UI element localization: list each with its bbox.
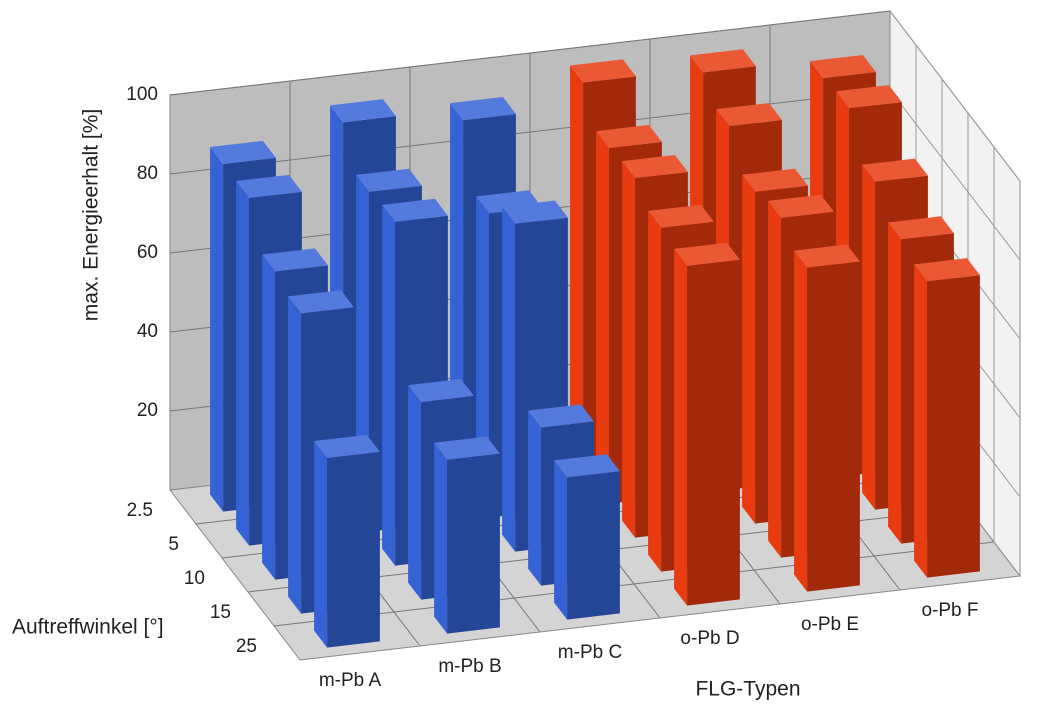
bar <box>314 434 380 648</box>
y-tick-label: 100 <box>126 84 158 105</box>
bar-top <box>356 168 422 192</box>
bar-side <box>622 161 636 538</box>
bar-top <box>716 103 782 127</box>
bar-side <box>674 248 688 606</box>
bar-top <box>862 158 928 182</box>
bar-side <box>888 222 902 544</box>
bar-top <box>768 194 834 218</box>
bar-side <box>648 210 662 572</box>
bar-top <box>262 248 328 272</box>
bar-top <box>408 378 474 403</box>
bar-top <box>330 99 396 123</box>
bar-side <box>554 460 568 620</box>
bar-side <box>794 250 808 592</box>
bar-top <box>888 216 954 240</box>
x-axis-title: FLG-Typen <box>695 678 800 701</box>
bar-front <box>447 453 500 634</box>
depth-tick-label: 2.5 <box>127 500 153 521</box>
x-tick-label: m-Pb C <box>558 642 622 663</box>
bar-top <box>288 290 354 314</box>
bar <box>554 454 620 620</box>
grid-line <box>169 10 891 96</box>
bar-side <box>502 206 516 552</box>
y-tick-label: 80 <box>137 163 158 184</box>
y-tick-label: 60 <box>137 242 158 263</box>
y-tick-label: 20 <box>137 400 158 421</box>
bar-top <box>648 204 714 228</box>
bar-top <box>622 154 688 179</box>
x-tick-label: o-Pb E <box>801 614 859 635</box>
bar <box>674 242 740 606</box>
x-tick-label: o-Pb F <box>921 600 978 621</box>
bar-top <box>690 49 756 73</box>
depth-axis-title: Auftreffwinkel [°] <box>12 616 164 639</box>
y-tick-label: 40 <box>137 321 158 342</box>
x-tick-label: m-Pb A <box>319 670 382 691</box>
bar-top <box>236 174 302 198</box>
bar-top <box>528 404 594 428</box>
bar-side <box>434 442 448 634</box>
bar-front <box>567 471 620 620</box>
bar-side <box>768 200 782 558</box>
grid-line <box>889 89 1021 261</box>
bar-top <box>836 85 902 109</box>
bar-top <box>742 168 808 192</box>
grid-line <box>889 10 1021 182</box>
depth-tick-label: 10 <box>184 568 205 589</box>
floor-grid <box>273 541 995 627</box>
x-tick-label: o-Pb D <box>680 628 739 649</box>
bar-top <box>450 97 516 121</box>
bar-top <box>914 258 980 282</box>
bar-top <box>674 242 740 266</box>
depth-tick-label: 15 <box>210 602 231 623</box>
bar-front <box>687 259 740 606</box>
bar <box>794 244 860 592</box>
bar-side <box>314 440 328 648</box>
bar-top <box>810 55 876 79</box>
bar-top <box>382 198 448 222</box>
bar-front <box>327 451 380 648</box>
bar-side <box>262 254 276 580</box>
depth-tick-label: 25 <box>236 636 257 657</box>
bar-side <box>528 410 542 586</box>
bar-top <box>596 124 662 149</box>
bar-side <box>596 131 610 504</box>
y-axis-title: max. Energieerhalt [%] <box>80 109 103 321</box>
bar <box>434 436 500 634</box>
bar-top <box>434 436 500 460</box>
bar-top <box>314 434 380 458</box>
bar-side <box>914 264 928 578</box>
bar-top <box>502 200 568 224</box>
bar-top <box>210 140 276 164</box>
bar-front <box>927 275 980 578</box>
bar-side <box>570 65 584 470</box>
bar-top <box>570 59 636 83</box>
bar-top <box>554 454 620 478</box>
bar-side <box>210 146 224 512</box>
bar <box>914 258 980 578</box>
x-tick-label: m-Pb B <box>438 656 501 677</box>
bar-side <box>288 296 302 614</box>
bar-top <box>794 244 860 268</box>
bar-side <box>236 180 250 546</box>
bar-front <box>807 261 860 592</box>
grid-line <box>169 89 891 175</box>
depth-tick-label: 5 <box>168 534 179 555</box>
bar-side <box>742 174 756 524</box>
bar-side <box>408 385 422 600</box>
bar-side <box>862 164 876 510</box>
bar-side <box>382 204 396 566</box>
